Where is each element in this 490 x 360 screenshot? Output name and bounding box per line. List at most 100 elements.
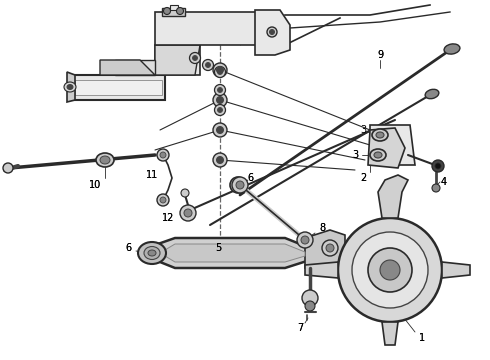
Circle shape <box>213 63 227 77</box>
Circle shape <box>176 8 183 14</box>
Polygon shape <box>378 175 408 218</box>
Polygon shape <box>75 80 162 95</box>
Circle shape <box>190 53 200 63</box>
Circle shape <box>205 63 211 68</box>
Circle shape <box>215 104 225 116</box>
Circle shape <box>160 197 166 203</box>
Circle shape <box>213 153 227 167</box>
Polygon shape <box>305 262 338 278</box>
Ellipse shape <box>372 129 388 141</box>
Circle shape <box>217 96 223 104</box>
Ellipse shape <box>64 82 76 92</box>
Polygon shape <box>162 8 185 16</box>
Ellipse shape <box>96 153 114 167</box>
Text: 3: 3 <box>352 150 358 160</box>
Circle shape <box>305 301 315 311</box>
Text: 8: 8 <box>319 223 325 233</box>
Text: 7: 7 <box>297 323 303 333</box>
Text: 5: 5 <box>215 243 221 253</box>
Circle shape <box>157 194 169 206</box>
Text: 10: 10 <box>89 180 101 190</box>
Circle shape <box>270 30 274 35</box>
Ellipse shape <box>144 247 160 260</box>
Text: 10: 10 <box>89 180 101 190</box>
Text: 11: 11 <box>146 170 158 180</box>
Polygon shape <box>442 262 470 278</box>
Ellipse shape <box>376 132 384 138</box>
Circle shape <box>213 93 227 107</box>
Circle shape <box>322 240 338 256</box>
Text: 12: 12 <box>162 213 174 223</box>
Circle shape <box>218 69 222 75</box>
Text: 3: 3 <box>360 125 366 135</box>
Circle shape <box>218 87 222 93</box>
Circle shape <box>301 236 309 244</box>
Ellipse shape <box>444 44 460 54</box>
Circle shape <box>215 85 225 95</box>
Text: 5: 5 <box>215 243 221 253</box>
Polygon shape <box>100 60 155 75</box>
Circle shape <box>302 290 318 306</box>
Polygon shape <box>382 322 398 345</box>
Text: 1: 1 <box>419 333 425 343</box>
Text: 9: 9 <box>377 50 383 60</box>
Circle shape <box>217 157 223 163</box>
Circle shape <box>380 260 400 280</box>
Circle shape <box>157 149 169 161</box>
Polygon shape <box>305 230 345 268</box>
Ellipse shape <box>100 156 110 164</box>
Ellipse shape <box>148 250 156 256</box>
Polygon shape <box>115 60 155 75</box>
Ellipse shape <box>425 89 439 99</box>
Text: 3: 3 <box>352 150 358 160</box>
Circle shape <box>236 181 244 189</box>
Circle shape <box>352 232 428 308</box>
Circle shape <box>217 126 223 134</box>
Text: 7: 7 <box>297 323 303 333</box>
Circle shape <box>297 232 313 248</box>
Ellipse shape <box>67 85 73 90</box>
Circle shape <box>267 27 277 37</box>
Circle shape <box>180 205 196 221</box>
Text: 1: 1 <box>419 333 425 343</box>
Text: 8: 8 <box>319 223 325 233</box>
Circle shape <box>326 244 334 252</box>
Circle shape <box>193 55 197 60</box>
Circle shape <box>234 181 242 189</box>
Circle shape <box>3 163 13 173</box>
Circle shape <box>213 123 227 137</box>
Polygon shape <box>155 238 310 268</box>
Text: 12: 12 <box>162 213 174 223</box>
Polygon shape <box>70 75 165 100</box>
Text: 4: 4 <box>441 177 447 187</box>
Circle shape <box>338 218 442 322</box>
Circle shape <box>432 184 440 192</box>
Ellipse shape <box>138 242 166 264</box>
Polygon shape <box>155 45 200 75</box>
Circle shape <box>230 177 246 193</box>
Text: 2: 2 <box>360 173 366 183</box>
Polygon shape <box>165 244 305 262</box>
Text: 4: 4 <box>441 177 447 187</box>
Polygon shape <box>370 125 415 165</box>
Circle shape <box>217 67 223 73</box>
Circle shape <box>218 108 222 113</box>
Polygon shape <box>155 12 280 45</box>
Circle shape <box>232 177 248 193</box>
Text: 6: 6 <box>247 173 253 183</box>
Text: 6: 6 <box>125 243 131 253</box>
Polygon shape <box>368 128 405 168</box>
Circle shape <box>432 160 444 172</box>
Text: 6: 6 <box>247 173 253 183</box>
Text: 6: 6 <box>125 243 131 253</box>
Polygon shape <box>155 45 200 75</box>
Polygon shape <box>170 5 178 10</box>
Circle shape <box>368 248 412 292</box>
Circle shape <box>181 189 189 197</box>
Circle shape <box>202 59 214 71</box>
Circle shape <box>164 8 171 14</box>
Circle shape <box>215 67 225 77</box>
Circle shape <box>435 163 441 169</box>
Text: 11: 11 <box>146 170 158 180</box>
Circle shape <box>184 209 192 217</box>
